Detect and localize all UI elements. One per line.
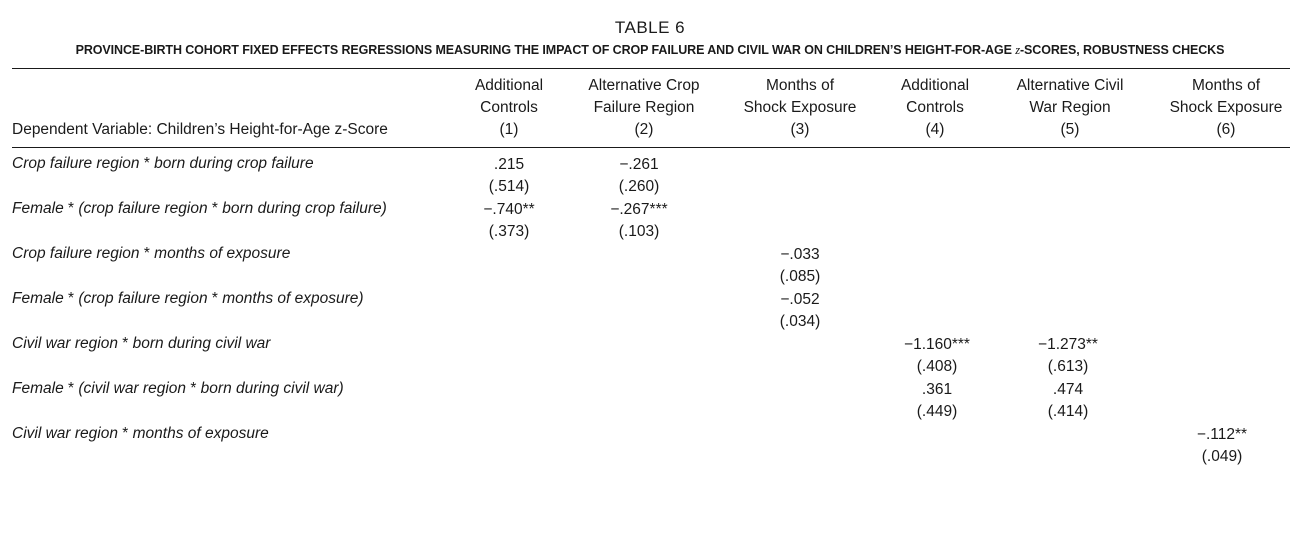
cell-row7-col6: −.112** (.049) [1172,424,1272,468]
cell-row1-col2: −.261 (.260) [589,154,689,198]
cell-row5-col4: −1.160*** (.408) [877,334,997,378]
row-label-4: Female * (crop failure region * months o… [12,290,364,308]
column-header-line1: Months of [1191,77,1261,94]
row-label-operator: * [211,290,218,307]
coefficient: −1.160*** [904,336,970,353]
row-label-operator: * [68,200,75,217]
coefficient: −1.273** [1038,336,1098,353]
column-header-2: Alternative Crop Failure Region (2) [564,75,724,141]
row-label-part: born during crop failure [149,155,314,172]
column-header-4: Additional Controls (4) [875,75,995,141]
column-number: (3) [790,121,810,138]
standard-error: (.373) [488,223,530,240]
row-label-7: Civil war region * months of exposure [12,425,269,443]
column-number: (4) [925,121,945,138]
cell-row1-col1: .215 (.514) [459,154,559,198]
column-header-line2: Controls [480,99,538,116]
standard-error: (.414) [1047,403,1089,420]
cell-row5-col5: −1.273** (.613) [1008,334,1128,378]
column-header-line2: War Region [1029,99,1111,116]
cell-row4-col3: −.052 (.034) [750,289,850,333]
column-number: (6) [1216,121,1236,138]
row-label-operator: * [122,425,129,442]
dependent-variable-label: Dependent Variable: Children’s Height-fo… [12,121,388,138]
standard-error: (.103) [618,223,660,240]
row-label-part: Female [12,290,68,307]
standard-error: (.049) [1201,448,1243,465]
coefficient: .215 [493,156,525,173]
column-header-line2: Failure Region [593,99,695,116]
cell-row3-col3: −.033 (.085) [750,244,850,288]
row-label-operator: * [68,380,75,397]
row-label-part: Crop failure region [12,245,144,262]
top-rule [12,68,1290,69]
column-number: (2) [634,121,654,138]
column-header-line1: Months of [765,77,835,94]
row-label-operator: * [211,200,218,217]
standard-error: (.260) [618,178,660,195]
column-header-line1: Additional [474,77,544,94]
row-label-part: Civil war region [12,425,123,442]
row-label-part: born during crop failure) [217,200,387,217]
column-header-6: Months of Shock Exposure (6) [1151,75,1301,141]
coefficient: −.267*** [610,201,668,218]
row-label-part: Crop failure region [12,155,144,172]
standard-error: (.613) [1047,358,1089,375]
cell-row2-col1: −.740** (.373) [459,199,559,243]
table-number: TABLE 6 [614,18,686,37]
row-label-operator: * [68,290,75,307]
coefficient: −.052 [780,291,820,308]
row-label-part: Civil war region [12,335,123,352]
standard-error: (.408) [916,358,958,375]
row-label-part: Female [12,380,68,397]
row-label-part: (civil war region [74,380,191,397]
column-header-5: Alternative Civil War Region (5) [995,75,1145,141]
cell-row2-col2: −.267*** (.103) [589,199,689,243]
column-number: (1) [499,121,519,138]
coefficient: .361 [921,381,953,398]
column-number: (5) [1060,121,1080,138]
row-label-part: months of exposure [128,425,269,442]
standard-error: (.514) [488,178,530,195]
row-label-5: Civil war region * born during civil war [12,335,270,353]
column-header-3: Months of Shock Exposure (3) [725,75,875,141]
coefficient: .474 [1052,381,1084,398]
row-label-part: born during civil war) [196,380,344,397]
row-label-operator: * [190,380,197,397]
row-label-operator: * [122,335,129,352]
standard-error: (.449) [916,403,958,420]
row-label-part: months of exposure [149,245,291,262]
row-label-part: (crop failure region [74,290,212,307]
row-label-part: months of exposure) [217,290,364,307]
row-label-part: Female [12,200,68,217]
row-label-3: Crop failure region * months of exposure [12,245,290,263]
standard-error: (.085) [779,268,821,285]
column-header-1: Additional Controls (1) [449,75,569,141]
table-caption: PROVINCE-BIRTH COHORT FIXED EFFECTS REGR… [0,43,1300,58]
column-header-line1: Additional [900,77,970,94]
column-header-line1: Alternative Crop [588,77,700,94]
row-label-part: born during civil war [128,335,271,352]
column-header-line2: Controls [906,99,964,116]
coefficient: −.112** [1196,426,1248,443]
row-label-operator: * [143,245,150,262]
column-header-line2: Shock Exposure [743,99,857,116]
row-label-1: Crop failure region * born during crop f… [12,155,314,173]
caption-text-start: PROVINCE-BIRTH COHORT FIXED EFFECTS REGR… [75,43,1016,57]
column-header-line1: Alternative Civil [1016,77,1124,94]
coefficient: −.740** [483,201,535,218]
coefficient: −.261 [619,156,659,173]
row-label-operator: * [143,155,150,172]
cell-row6-col4: .361 (.449) [877,379,997,423]
row-label-6: Female * (civil war region * born during… [12,380,344,398]
standard-error: (.034) [779,313,821,330]
caption-text-end: -SCORES, ROBUSTNESS CHECKS [1019,43,1225,57]
coefficient: −.033 [780,246,820,263]
caption-z-symbol: z [1015,43,1020,57]
column-header-line2: Shock Exposure [1169,99,1283,116]
header-rule [12,147,1290,148]
cell-row6-col5: .474 (.414) [1008,379,1128,423]
row-label-part: (crop failure region [74,200,212,217]
row-label-2: Female * (crop failure region * born dur… [12,200,387,218]
